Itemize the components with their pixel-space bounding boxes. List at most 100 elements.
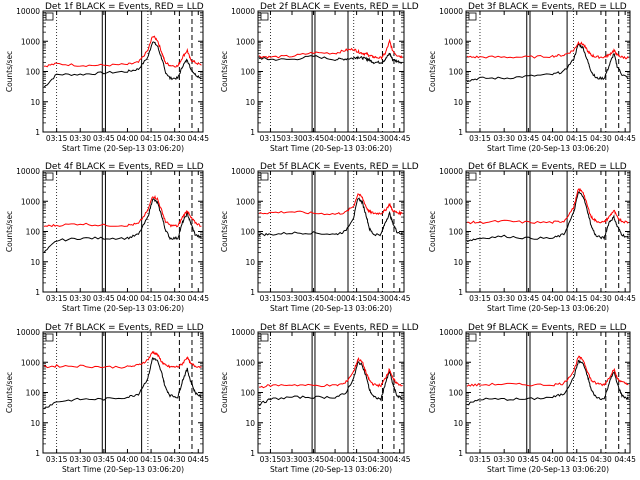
x-axis-label: Start Time (20-Sep-13 03:06:20) (270, 465, 392, 474)
x-tick-label: 04:00 (542, 455, 564, 464)
x-tick-label: 03:30 (281, 455, 303, 464)
x-tick-label: 04:15 (346, 455, 368, 464)
x-tick-label: 04:15 (566, 134, 588, 143)
x-tick-label: 04:30 (590, 455, 612, 464)
x-tick-label: 03:30 (493, 294, 515, 303)
x-tick-label: 03:45 (303, 455, 325, 464)
legend-box (468, 333, 477, 342)
y-tick-label: 1 (458, 128, 463, 137)
x-tick-label: 03:15 (260, 294, 282, 303)
y-axis-label: Counts/sec (220, 211, 229, 252)
x-tick-label: 04:45 (614, 134, 636, 143)
series-events-line (466, 43, 629, 83)
y-axis-label: Counts/sec (5, 372, 14, 413)
y-tick-label: 1000 (21, 37, 40, 46)
x-tick-label: 04:15 (140, 455, 162, 464)
panel-title: Det 7f BLACK = Events, RED = LLD (45, 323, 204, 333)
x-tick-label: 04:00 (542, 134, 564, 143)
y-axis-label: Counts/sec (428, 51, 437, 92)
series-lld-line (466, 40, 629, 60)
x-tick-label: 03:30 (69, 455, 91, 464)
panel-title: Det 9f BLACK = Events, RED = LLD (468, 323, 627, 333)
x-tick-label: 03:15 (46, 455, 68, 464)
y-tick-label: 10 (245, 258, 255, 267)
series-events-line (467, 359, 629, 406)
x-tick-label: 03:30 (281, 294, 303, 303)
series-events-line (258, 52, 403, 65)
panel-title: Det 5f BLACK = Events, RED = LLD (260, 162, 419, 172)
series-lld-line (258, 38, 403, 61)
x-tick-label: 03:15 (469, 294, 491, 303)
y-tick-label: 1 (250, 288, 255, 297)
y-tick-label: 1000 (444, 358, 463, 367)
series-lld-line (467, 187, 629, 225)
panel-det-1: Det 1f BLACK = Events, RED = LLD Counts/s… (5, 2, 209, 153)
series-events-line (43, 197, 202, 253)
y-tick-label: 1000 (21, 358, 40, 367)
plot-frame (42, 170, 204, 293)
x-tick-label: 04:30 (164, 455, 186, 464)
y-tick-label: 10 (453, 419, 463, 428)
y-tick-label: 10000 (439, 7, 463, 16)
x-tick-label: 03:45 (303, 134, 325, 143)
x-tick-label: 03:30 (69, 134, 91, 143)
plot-frame (257, 10, 405, 133)
x-tick-label: 03:45 (518, 134, 540, 143)
x-tick-label: 04:45 (614, 455, 636, 464)
y-tick-label: 1 (250, 128, 255, 137)
y-tick-label: 10000 (16, 328, 40, 337)
panel-title: Det 2f BLACK = Events, RED = LLD (260, 2, 419, 12)
y-tick-label: 10000 (231, 328, 255, 337)
y-tick-label: 10000 (16, 167, 40, 176)
y-axis-label: Counts/sec (220, 372, 229, 413)
panel-title: Det 1f BLACK = Events, RED = LLD (45, 2, 204, 12)
y-tick-label: 1000 (21, 197, 40, 206)
y-tick-label: 1 (35, 128, 40, 137)
legend-box (468, 12, 477, 21)
x-axis-label: Start Time (20-Sep-13 03:06:20) (62, 144, 184, 153)
x-tick-label: 04:45 (389, 455, 411, 464)
y-tick-label: 1000 (444, 37, 463, 46)
x-tick-label: 04:15 (566, 294, 588, 303)
x-tick-label: 03:15 (260, 134, 282, 143)
x-tick-label: 03:30 (493, 455, 515, 464)
panel-det-9: Det 9f BLACK = Events, RED = LLD Counts/s… (428, 323, 636, 474)
legend-box (45, 172, 54, 181)
panel-title: Det 8f BLACK = Events, RED = LLD (260, 323, 419, 333)
panel-det-6: Det 6f BLACK = Events, RED = LLD Counts/s… (428, 162, 636, 313)
y-tick-label: 10 (245, 98, 255, 107)
y-tick-label: 100 (449, 228, 464, 237)
plot-frame (257, 170, 405, 293)
y-tick-label: 10000 (231, 7, 255, 16)
x-tick-label: 04:45 (187, 134, 209, 143)
x-tick-label: 04:30 (367, 455, 389, 464)
y-tick-label: 10000 (439, 328, 463, 337)
x-tick-label: 03:45 (93, 455, 115, 464)
x-tick-label: 04:00 (324, 294, 346, 303)
y-tick-label: 1 (35, 449, 40, 458)
panel-det-5: Det 5f BLACK = Events, RED = LLD Counts/s… (220, 162, 419, 313)
x-tick-label: 03:15 (46, 134, 68, 143)
x-tick-label: 04:00 (542, 294, 564, 303)
panel-det-3: Det 3f BLACK = Events, RED = LLD Counts/s… (428, 2, 636, 153)
y-axis-label: Counts/sec (220, 51, 229, 92)
x-tick-label: 03:45 (93, 134, 115, 143)
x-tick-label: 04:30 (367, 294, 389, 303)
panel-title: Det 6f BLACK = Events, RED = LLD (468, 162, 627, 172)
plot-frame (465, 170, 631, 293)
y-tick-label: 1 (458, 449, 463, 458)
y-axis-label: Counts/sec (5, 211, 14, 252)
y-tick-label: 1 (250, 449, 255, 458)
y-tick-label: 10000 (231, 167, 255, 176)
x-tick-label: 04:00 (117, 134, 139, 143)
plot-frame (465, 10, 631, 133)
y-tick-label: 1000 (444, 197, 463, 206)
x-axis-label: Start Time (20-Sep-13 03:06:20) (62, 465, 184, 474)
legend-box (468, 172, 477, 181)
series-events-line (466, 191, 629, 242)
x-tick-label: 03:30 (281, 134, 303, 143)
x-tick-label: 03:45 (518, 294, 540, 303)
x-tick-label: 04:30 (590, 134, 612, 143)
y-tick-label: 10000 (439, 167, 463, 176)
x-tick-label: 04:15 (140, 294, 162, 303)
